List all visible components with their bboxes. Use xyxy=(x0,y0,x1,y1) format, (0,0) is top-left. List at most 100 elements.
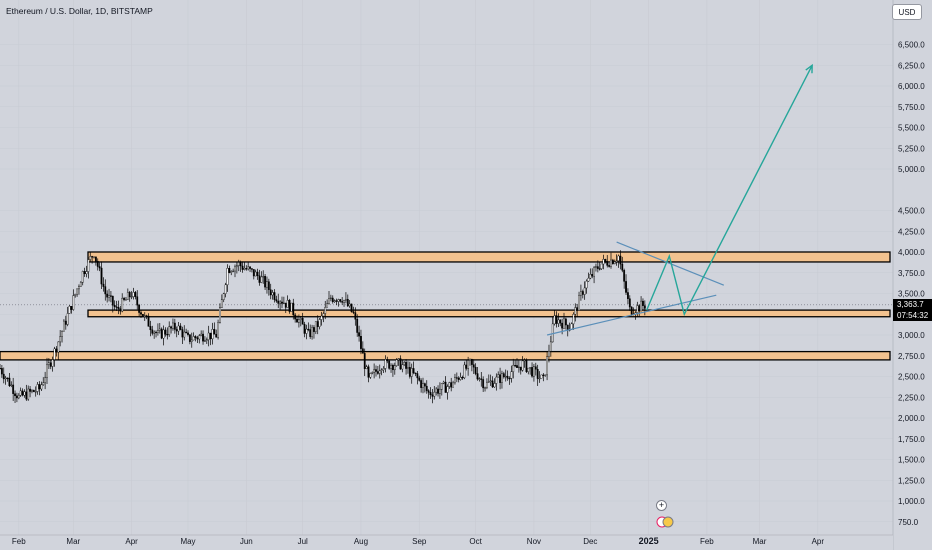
zone-0[interactable] xyxy=(87,251,891,263)
candle-body xyxy=(553,315,556,325)
candle-body xyxy=(72,295,75,310)
candle-body xyxy=(606,261,609,266)
candle-body xyxy=(431,394,434,397)
candle xyxy=(166,327,169,340)
candle xyxy=(412,361,415,375)
candle-body xyxy=(292,302,295,316)
candle xyxy=(410,363,413,384)
candle xyxy=(549,335,552,357)
candle-body xyxy=(442,381,445,384)
time-tick-label: Apr xyxy=(125,537,138,546)
candle xyxy=(598,261,601,271)
candle xyxy=(487,374,490,383)
candle-body xyxy=(636,305,639,313)
economic-events-icon[interactable] xyxy=(656,515,676,529)
candle-body xyxy=(31,389,33,392)
candle xyxy=(63,319,65,332)
time-axis[interactable]: Feb Mar Apr May Jun Jul Aug Sep Oct Nov Dec 2025 Feb… xyxy=(0,534,893,550)
triangle-line-1[interactable] xyxy=(546,294,717,336)
candle xyxy=(108,288,110,302)
candle-body xyxy=(234,266,236,272)
candle-body xyxy=(534,366,537,370)
candle-body xyxy=(281,301,283,304)
candle-body xyxy=(252,269,255,277)
candle xyxy=(96,258,99,271)
candle-body xyxy=(523,359,526,362)
candle xyxy=(497,371,500,378)
candle xyxy=(89,251,92,262)
candle-body xyxy=(472,364,475,368)
price-tick-label: 5,000.0 xyxy=(898,165,925,174)
candle xyxy=(87,257,90,279)
candle-body xyxy=(266,281,268,288)
candle-body xyxy=(121,297,124,312)
candle-body xyxy=(228,268,231,273)
candle-body xyxy=(299,317,302,320)
candle-body xyxy=(491,380,494,388)
candle-body xyxy=(350,303,353,312)
candle xyxy=(455,372,458,383)
candle xyxy=(32,389,35,393)
candle xyxy=(627,288,629,304)
candle xyxy=(504,369,507,382)
add-plus-icon[interactable]: + xyxy=(656,500,667,511)
candle xyxy=(85,265,88,278)
candle-body xyxy=(185,331,188,334)
candle xyxy=(491,376,494,388)
candle-body xyxy=(619,255,622,265)
candle-body xyxy=(585,280,588,289)
candle xyxy=(401,359,404,373)
candle xyxy=(606,255,609,268)
price-tick-label: 2,750.0 xyxy=(898,352,925,361)
candle xyxy=(219,303,221,324)
candle-body xyxy=(328,298,330,304)
candle-body xyxy=(474,366,477,374)
candle xyxy=(572,312,575,330)
candle-body xyxy=(59,336,62,343)
zones[interactable] xyxy=(0,251,891,361)
projection-path[interactable] xyxy=(646,64,813,317)
candle-body xyxy=(388,360,391,369)
candle xyxy=(352,306,355,315)
candle-body xyxy=(106,293,109,298)
price-axis[interactable]: 750.0 1,000.0 1,250.0 1,500.0 1,750.0 2,000.0… xyxy=(892,0,932,550)
candle-body xyxy=(141,313,144,318)
candle-body xyxy=(113,305,116,307)
candle-body xyxy=(563,318,565,329)
candle xyxy=(217,319,219,340)
currency-button[interactable]: USD xyxy=(892,4,922,20)
candle-body xyxy=(502,373,505,378)
candle-body xyxy=(36,384,39,392)
candle xyxy=(198,333,201,344)
zone-2[interactable] xyxy=(0,350,891,361)
candle xyxy=(294,313,297,323)
candle xyxy=(128,290,131,302)
triangle-line-0[interactable] xyxy=(616,241,725,286)
candle xyxy=(461,375,464,380)
time-tick-label: Jun xyxy=(240,537,253,546)
candle-body xyxy=(273,292,276,300)
time-tick-label: Feb xyxy=(700,537,714,546)
candle-body xyxy=(166,334,169,336)
candle-body xyxy=(495,376,498,384)
candle xyxy=(393,362,396,375)
candle-body xyxy=(638,305,641,312)
candle-body xyxy=(600,263,603,269)
candle-body xyxy=(188,334,191,342)
candle xyxy=(115,300,118,311)
symbol-title[interactable]: Ethereum / U.S. Dollar, 1D, BITSTAMP xyxy=(6,6,153,16)
candle-body xyxy=(393,365,396,371)
candle xyxy=(600,263,603,270)
candle xyxy=(235,261,238,274)
price-tick-label: 1,250.0 xyxy=(898,476,925,485)
candle xyxy=(643,300,646,316)
candle xyxy=(162,325,165,346)
candle xyxy=(343,299,345,307)
drawings[interactable] xyxy=(546,63,813,336)
candle-body xyxy=(140,312,142,315)
candle xyxy=(346,294,349,308)
candle xyxy=(371,371,374,375)
zone-1[interactable] xyxy=(87,309,891,318)
